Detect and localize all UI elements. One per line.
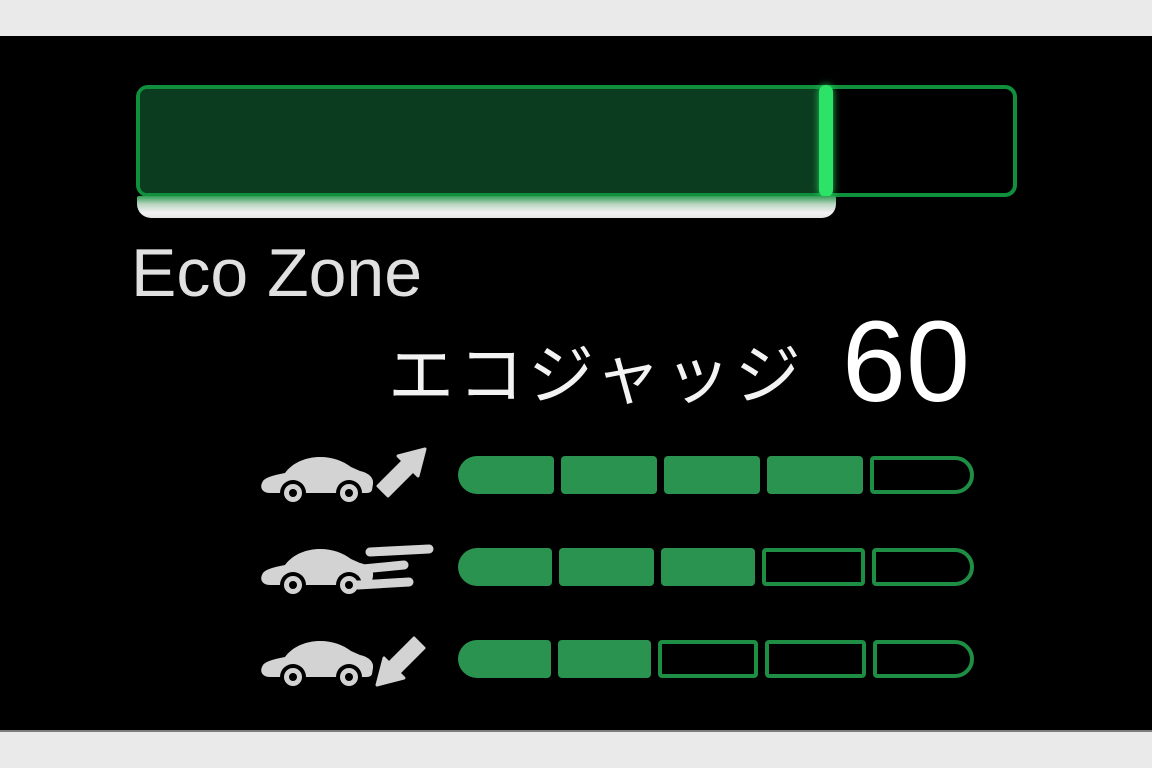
segment-empty — [870, 456, 974, 494]
segment-filled — [458, 640, 551, 678]
eco-display-screen: Eco Zone エコジャッジ 60 — [0, 36, 1152, 730]
cruise-segment-bar — [458, 548, 975, 586]
eco-zone-label: Eco Zone — [131, 235, 423, 311]
car-decelerate-icon — [261, 636, 426, 690]
segment-filled — [557, 640, 651, 678]
eco-zone-gauge — [136, 85, 1017, 197]
eco-judge-score: 60 — [842, 298, 970, 426]
segment-filled — [458, 548, 553, 586]
eco-zone-shelf — [137, 196, 836, 218]
deceleration-segment-bar — [458, 640, 974, 678]
letterbox-top — [0, 0, 1152, 36]
segment-filled — [559, 548, 654, 586]
segment-filled — [458, 456, 554, 494]
eco-zone-marker — [818, 85, 833, 197]
meter-row-cruise — [257, 532, 1017, 602]
segment-empty — [762, 548, 865, 586]
acceleration-segment-bar — [458, 456, 974, 494]
speed-lines-icon — [353, 544, 434, 590]
segment-filled — [561, 456, 657, 494]
car-accelerate-icon — [261, 447, 427, 506]
eco-zone-fill — [140, 89, 821, 193]
segment-empty — [873, 640, 974, 678]
segment-filled — [664, 456, 760, 494]
segment-filled — [767, 456, 863, 494]
meter-row-deceleration — [257, 624, 1017, 694]
segment-empty — [871, 548, 975, 586]
car-cruise-icon — [261, 544, 434, 598]
meter-row-acceleration — [257, 440, 1017, 510]
segment-filled — [660, 548, 756, 586]
letterbox-bottom — [0, 730, 1152, 768]
segment-empty — [765, 640, 867, 678]
eco-judge-label: エコジャッジ — [388, 338, 805, 412]
segment-empty — [657, 640, 759, 678]
